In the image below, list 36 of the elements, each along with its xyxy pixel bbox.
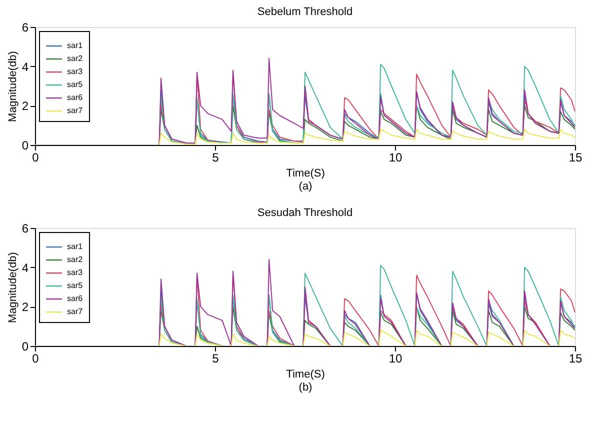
legend-label: sar7 [67, 106, 84, 115]
legend-label: sar3 [67, 67, 84, 76]
x-tick-label: 0 [32, 150, 40, 164]
chart-title: Sebelum Threshold [257, 6, 353, 18]
x-axis-title: Time(S) [286, 168, 325, 180]
y-tick-label: 2 [22, 99, 29, 114]
x-tick-label: 10 [388, 352, 402, 366]
y-tick-label: 4 [22, 260, 29, 275]
legend-label: sar5 [67, 281, 84, 290]
y-axis-title: Magnitude(db) [6, 252, 19, 323]
y-tick-label: 6 [22, 20, 29, 34]
x-tick-label: 15 [568, 352, 582, 366]
legend-label: sar3 [67, 268, 84, 277]
x-tick-label: 15 [568, 150, 582, 164]
legend-label: sar6 [67, 93, 84, 102]
legend-label: sar6 [67, 294, 84, 303]
y-tick-label: 6 [22, 222, 29, 236]
text: (b) [298, 382, 312, 394]
legend-label: sar1 [67, 242, 84, 251]
x-tick-label: 5 [212, 352, 220, 366]
y-tick-label: 0 [22, 138, 29, 152]
y-tick-label: 2 [22, 300, 29, 314]
legend-label: sar1 [67, 41, 84, 50]
x-tick-label: 5 [212, 150, 220, 164]
chart-title: Sesudah Threshold [257, 207, 353, 219]
x-axis-title: Time(S) [286, 368, 325, 380]
y-tick-label: 4 [22, 60, 29, 74]
legend-label: sar2 [67, 54, 84, 63]
legend-label: sar5 [67, 80, 84, 89]
x-tick-label: 0 [32, 352, 40, 366]
legend-label: sar2 [67, 255, 84, 264]
x-tick-label: 10 [388, 150, 402, 164]
y-axis-title: Magnitude(db) [6, 51, 19, 122]
y-tick-label: 0 [22, 340, 29, 354]
text: (a) [298, 180, 312, 192]
legend-label: sar7 [67, 307, 84, 316]
